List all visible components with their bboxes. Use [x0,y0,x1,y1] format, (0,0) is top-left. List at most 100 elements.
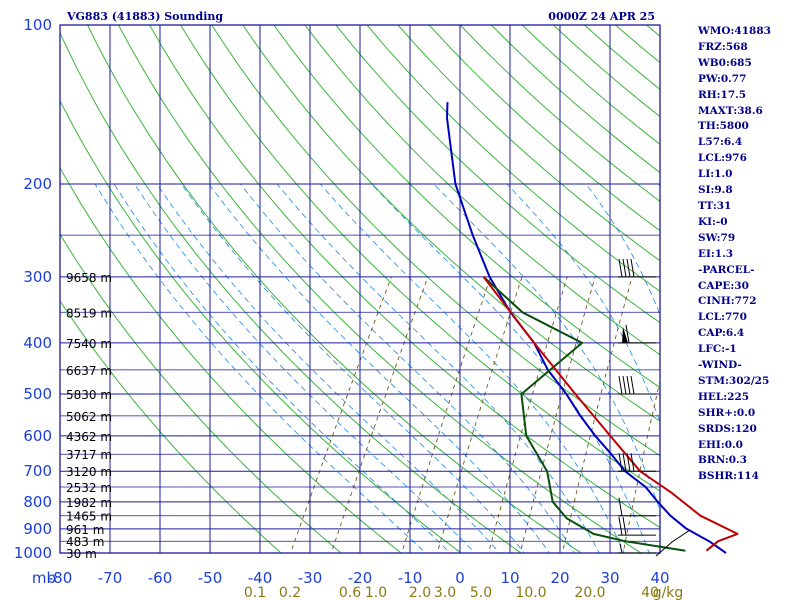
dry-adiabat [335,25,660,324]
station-title: VG883 (41883) Sounding [66,10,223,23]
pressure-tick-label: 100 [23,16,52,34]
pressure-tick-label: 600 [23,427,52,445]
temperature-tick-label: -60 [148,569,173,587]
temperature-curve [446,102,727,554]
height-label: 6637 m [66,364,112,378]
index-item: LCL:976 [698,152,747,165]
dry-adiabat [180,25,660,492]
temperature-tick-label: 20 [550,569,569,587]
height-label: 4362 m [66,430,112,444]
dry-adiabat [149,25,660,529]
index-item: -WIND- [698,359,742,372]
wind-barb [618,497,656,517]
moist-adiabat [94,183,427,553]
dry-adiabat [771,25,800,564]
dry-adiabat [60,31,522,553]
index-item: TH:5800 [698,120,749,133]
mixing-ratio-label: 40 [641,585,659,600]
moist-adiabat [276,183,600,553]
height-label: 483 m [66,535,104,549]
pressure-tick-label: 400 [23,334,52,352]
mixing-ratio-label: 0.2 [279,585,301,600]
dry-adiabat [87,25,582,553]
index-item: SHR+:0.0 [698,406,756,419]
wind-barb-column [618,258,691,557]
index-item: CAPE:30 [698,279,749,292]
stability-indices-panel: WMO:41883 FRZ:568 WB0:685 PW:0.77 RH:17.5 MAX… [698,24,771,485]
height-label: 30 m [66,547,97,561]
height-label: 961 m [66,523,104,537]
height-label: 8519 m [66,306,112,320]
height-label: 5062 m [66,410,112,424]
moist-adiabat [180,183,526,553]
mixing-ratio-line [401,276,491,553]
pressure-tick-label: 500 [23,385,52,403]
height-label: 3717 m [66,448,112,462]
temperature-tick-label: 30 [600,569,619,587]
height-label: 3120 m [66,465,112,479]
pressure-unit-label: mb [32,569,56,587]
index-item: MAXT:38.6 [698,104,763,117]
mixing-ratio-label: 0.6 [339,585,361,600]
index-item: STM:302/25 [698,374,770,387]
plot-frame [59,24,661,554]
height-label: 1982 m [66,496,112,510]
sounding-curves [446,102,739,554]
temperature-tick-label: -10 [398,569,423,587]
dry-adiabat [242,25,660,422]
temperature-tick-label: -30 [298,569,323,587]
index-item: -PARCEL- [698,263,755,276]
dry-adiabat [60,166,402,553]
index-item: SW:79 [698,231,736,244]
moist-adiabat [319,183,625,553]
index-item: CINH:772 [698,295,757,308]
moist-adiabat [371,183,650,553]
temperature-tick-label: -40 [248,569,273,587]
moist-adiabat [240,183,575,553]
wind-barb [618,324,656,344]
height-label: 7540 m [66,337,112,351]
dry-adiabat [211,25,660,457]
index-item: BSHR:114 [698,470,759,483]
pressure-tick-label: 300 [23,268,52,286]
dewpoint-curve [482,276,686,552]
mixing-ratio-label: 10.0 [515,585,546,600]
mixing-ratio-unit: g/kg [653,585,684,600]
mixing-ratio-label: 5.0 [470,585,492,600]
height-label: 9658 m [66,271,112,285]
moist-adiabat [134,183,476,553]
mixing-ratio-label: 2.0 [409,585,431,600]
wind-barb [618,258,656,278]
pressure-tick-label: 700 [23,462,52,480]
index-item: EI:1.3 [698,247,734,260]
wind-barb [618,517,656,536]
mixing-ratio-line [290,276,392,553]
mixing-ratio-label: 20.0 [574,585,605,600]
index-item: TT:31 [698,199,732,212]
dry-adiabat [304,25,660,356]
height-label: 2532 m [66,481,112,495]
pressure-tick-label: 200 [23,175,52,193]
parcel-curve [482,276,739,552]
mixing-ratio-label: 3.0 [434,585,456,600]
mixing-ratio-line [622,379,660,553]
index-item: WB0:685 [698,56,752,69]
moist-adiabat [113,183,451,553]
temperature-tick-label: -80 [48,569,73,587]
temperature-tick-label: 0 [455,569,465,587]
mixing-ratio-line [519,276,596,553]
index-item: SI:9.8 [698,184,733,197]
pressure-tick-label: 1000 [14,544,52,562]
temperature-tick-label: -20 [348,569,373,587]
index-item: LFC:-1 [698,343,737,356]
dry-adiabat [118,25,643,553]
mixing-ratio-label: 0.1 [244,585,266,600]
temperature-tick-label: -50 [198,569,223,587]
wind-barb [618,375,656,395]
mixing-ratio-label: 1.0 [365,585,387,600]
index-item: RH:17.5 [698,88,747,101]
dry-adiabat [366,25,660,292]
index-item: SRDS:120 [698,422,757,435]
index-item: FRZ:568 [698,40,748,53]
